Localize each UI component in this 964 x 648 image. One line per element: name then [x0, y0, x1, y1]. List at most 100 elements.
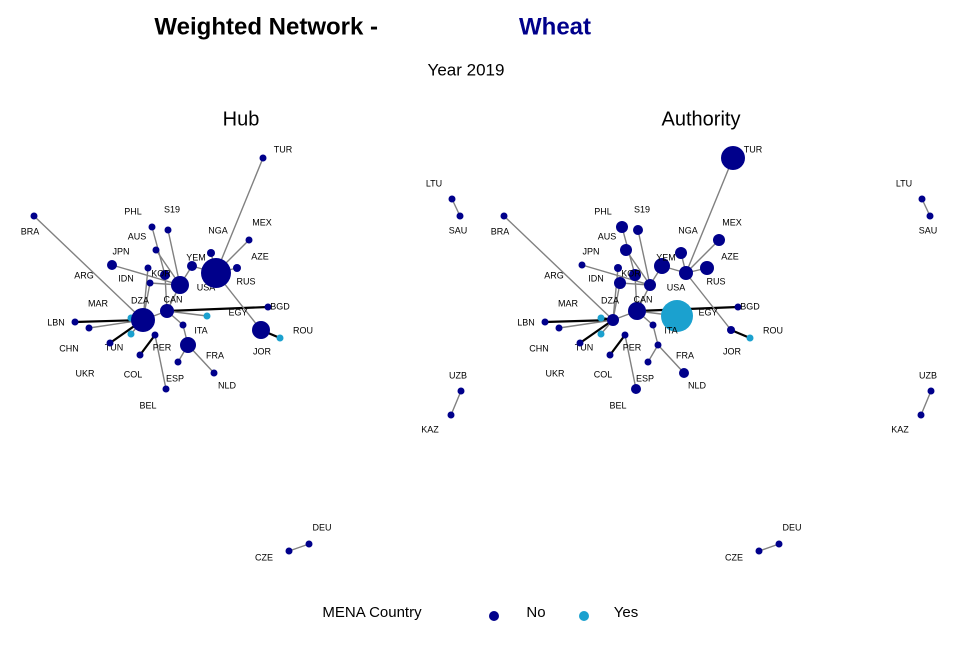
edge: [581, 264, 651, 286]
node-label: ITA: [664, 325, 677, 335]
node: [131, 308, 155, 332]
node: [679, 368, 689, 378]
edge: [625, 249, 651, 286]
node-label: NLD: [218, 380, 237, 390]
node-label: RUS: [236, 276, 255, 286]
node-label: CAN: [163, 294, 182, 304]
node: [187, 261, 197, 271]
network-panel: TUR BRA PHL S19 LTU SAU MEX NGA AUS JPN AZE YEM ARG I…: [491, 144, 938, 562]
node-label: CHN: [59, 343, 79, 353]
node-label: KOR: [151, 268, 171, 278]
node-label: PER: [153, 342, 172, 352]
edge: [215, 157, 264, 274]
node: [174, 358, 182, 366]
edge: [33, 215, 144, 321]
node: [578, 261, 586, 269]
node: [616, 221, 628, 233]
node: [180, 337, 196, 353]
node-label: YEM: [656, 252, 676, 262]
node-label: PHL: [594, 206, 612, 216]
node: [926, 212, 934, 220]
node-label: JOR: [723, 346, 742, 356]
node-label: TUR: [274, 144, 293, 154]
node: [285, 547, 293, 555]
node: [85, 324, 93, 332]
node: [654, 258, 670, 274]
node-label: PER: [623, 342, 642, 352]
node-label: UZB: [449, 370, 467, 380]
node: [633, 225, 643, 235]
edge: [657, 344, 685, 374]
node: [555, 324, 563, 332]
node-label: MEX: [722, 217, 742, 227]
node-label: CZE: [725, 552, 743, 562]
node: [448, 195, 456, 203]
subtitle: Year 2019: [428, 60, 505, 79]
node: [146, 279, 154, 287]
node-label: JPN: [582, 246, 599, 256]
node-label: SAU: [919, 225, 938, 235]
node-label: AUS: [598, 231, 617, 241]
node: [144, 264, 152, 272]
node: [171, 276, 189, 294]
node-label: DZA: [601, 295, 619, 305]
node-label: NLD: [688, 380, 707, 390]
node: [576, 339, 584, 347]
node: [918, 195, 926, 203]
edge: [685, 239, 720, 274]
legend: MENA Country No Yes: [322, 604, 638, 621]
node-label: UZB: [919, 370, 937, 380]
node: [179, 321, 187, 329]
node: [614, 264, 622, 272]
node: [127, 330, 135, 338]
edge: [503, 215, 614, 321]
edge: [612, 267, 619, 321]
node-label: NGA: [208, 225, 228, 235]
node-label: USA: [667, 282, 686, 292]
node-label: DEU: [782, 522, 801, 532]
node-label: LTU: [426, 178, 442, 188]
node: [264, 303, 272, 311]
node-label: PHL: [124, 206, 142, 216]
node: [734, 303, 742, 311]
node-label: KAZ: [421, 424, 439, 434]
node-label: TUN: [575, 342, 594, 352]
node-label: AZE: [721, 251, 739, 261]
panel-title: Authority: [662, 108, 741, 130]
node: [164, 226, 172, 234]
node: [606, 351, 614, 359]
edge: [288, 543, 310, 552]
node: [151, 331, 159, 339]
node-label: SAU: [449, 225, 468, 235]
node-label: AZE: [251, 251, 269, 261]
node-label: S19: [634, 204, 650, 214]
node: [162, 385, 170, 393]
legend-title: MENA Country: [322, 604, 422, 621]
edge: [111, 264, 181, 286]
node-label: DEU: [312, 522, 331, 532]
node: [456, 212, 464, 220]
node-label: COL: [594, 369, 613, 379]
node: [203, 312, 211, 320]
node: [210, 369, 218, 377]
node: [106, 339, 114, 347]
node: [644, 358, 652, 366]
node-label: CZE: [255, 552, 273, 562]
node-label: RUS: [706, 276, 725, 286]
node: [654, 341, 662, 349]
node-label: ARG: [74, 270, 94, 280]
node-label: CAN: [633, 294, 652, 304]
edge: [685, 272, 732, 331]
node-label: BEL: [139, 400, 156, 410]
node: [917, 411, 925, 419]
edge: [637, 229, 651, 286]
edge: [758, 543, 780, 552]
node-label: TUN: [105, 342, 124, 352]
node: [775, 540, 783, 548]
node: [621, 331, 629, 339]
node: [207, 249, 215, 257]
node: [727, 326, 735, 334]
node: [679, 266, 693, 280]
node-label: S19: [164, 204, 180, 214]
